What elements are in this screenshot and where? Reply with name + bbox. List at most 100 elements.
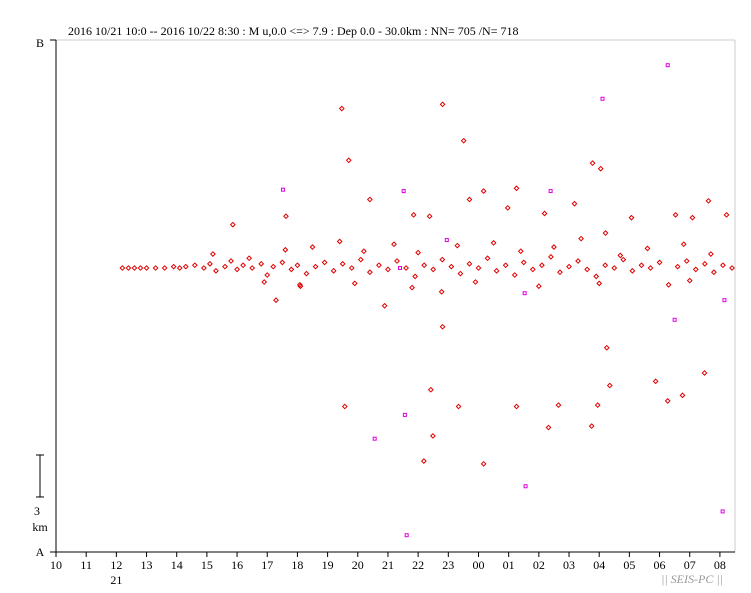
event-marker [597,165,604,172]
x-tick-label: 04 [593,558,605,572]
event-marker [520,259,527,266]
event-marker [336,238,343,245]
event-marker [240,262,247,269]
event-marker [523,484,528,489]
event-marker [398,266,403,271]
event-marker [566,263,572,270]
event-marker [170,263,177,270]
event-marker [261,279,268,285]
event-marker [394,258,400,264]
event-marker [372,436,377,441]
event-marker [529,266,536,273]
event-marker [229,221,236,228]
event-marker [366,269,373,276]
event-marker [210,251,216,257]
event-marker [466,196,473,203]
event-marker [279,259,286,266]
event-marker [484,255,491,262]
y-top-label: B [36,36,44,50]
event-marker [457,270,464,277]
event-marker [548,253,554,260]
x-tick-label: 19 [322,558,334,572]
event-marker [575,258,581,264]
event-marker [555,402,562,409]
event-marker [430,266,437,273]
event-marker [444,238,449,243]
event-marker [200,265,207,271]
event-marker [258,260,265,267]
event-marker [672,211,679,218]
event-marker [674,263,681,270]
event-marker [617,252,624,259]
event-marker [606,382,613,389]
x-tick-label: 11 [80,558,92,572]
event-marker [504,204,511,211]
event-marker [665,63,670,68]
event-marker [600,96,605,101]
event-marker [409,284,416,291]
event-marker [439,256,446,263]
event-marker [538,262,545,269]
event-marker [280,187,285,192]
event-marker [723,211,730,218]
x-tick-label: 00 [472,558,484,572]
event-marker [480,188,487,194]
event-marker [439,101,446,108]
event-marker [375,262,382,269]
x-tick-label: 13 [141,558,153,572]
event-marker [689,214,696,221]
event-marker [270,263,277,270]
event-marker [596,280,603,287]
event-marker [705,197,712,204]
event-marker [680,241,687,248]
x-tick-label: 10 [50,558,62,572]
x-tick-label: 08 [714,558,726,572]
event-marker [296,281,303,288]
event-marker [571,200,578,207]
event-marker [502,262,509,269]
event-marker [176,265,183,271]
event-marker [303,270,310,277]
event-marker [412,273,419,280]
event-marker [421,262,428,269]
event-marker [707,251,714,257]
event-marker [480,460,487,467]
x-tick-label: 02 [533,558,545,572]
event-marker [338,105,345,112]
scale-bar-label: 3 [34,504,40,518]
event-marker [602,230,609,236]
event-marker [652,378,659,385]
event-marker [426,213,433,220]
event-marker [330,267,337,274]
x-tick-label: 05 [623,558,635,572]
event-marker [439,323,446,330]
event-marker [720,509,725,514]
event-marker [312,263,319,270]
event-marker [283,213,289,220]
x-tick-label: 07 [684,558,696,572]
event-marker [249,265,256,271]
event-marker [535,283,542,290]
event-marker [545,424,552,431]
event-marker [466,260,473,267]
event-marker [410,211,417,218]
event-marker [191,262,198,269]
event-marker [588,423,595,430]
x-tick-label: 17 [261,558,273,572]
event-marker [578,235,585,242]
event-marker [161,265,168,271]
event-marker [366,196,373,203]
event-marker [264,272,271,278]
event-marker [357,256,364,263]
event-marker [385,266,391,273]
event-marker [620,256,627,263]
event-marker [341,403,348,410]
event-marker [513,185,520,192]
event-marker [321,259,328,266]
event-marker [345,157,352,164]
x-tick-label: 03 [563,558,575,572]
event-marker [517,248,524,255]
event-marker [460,137,467,144]
event-marker [584,266,591,273]
